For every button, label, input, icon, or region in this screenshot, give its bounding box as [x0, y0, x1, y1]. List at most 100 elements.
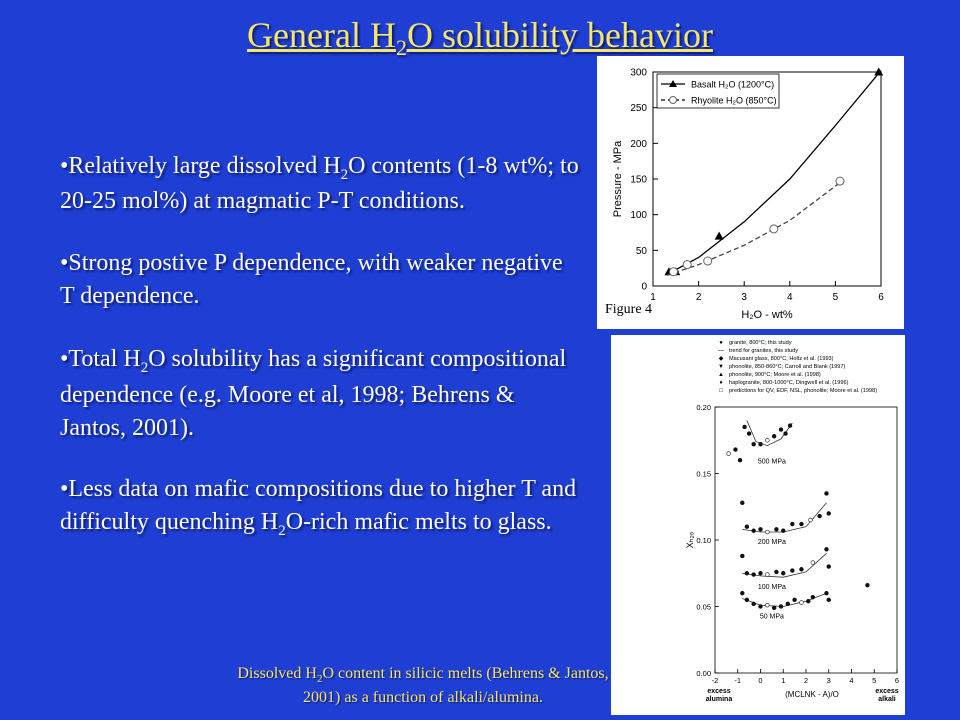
- x-tick-label: 3: [827, 676, 831, 685]
- bullet-item: •Relatively large dissolved H2O contents…: [60, 153, 579, 215]
- series-line: [666, 70, 882, 276]
- x-tick-label: 2: [804, 676, 808, 685]
- data-point: [826, 564, 831, 569]
- data-point: [682, 260, 692, 270]
- y-tick-label: 200: [630, 139, 647, 150]
- data-point: [751, 528, 756, 533]
- y-tick-label: 50: [636, 246, 648, 257]
- pressure-label: 200 MPa: [758, 539, 786, 546]
- data-point: [865, 583, 870, 588]
- data-point: [751, 442, 756, 447]
- legend-marker: [669, 96, 677, 104]
- data-point: [785, 601, 791, 607]
- data-point: [740, 553, 745, 559]
- data-point: [874, 67, 884, 76]
- data-point: [758, 527, 763, 532]
- y-axis-label: Pressure - MPa: [612, 140, 624, 217]
- x-right-label: excess: [875, 688, 898, 695]
- data-point: [751, 601, 756, 607]
- x-tick-label: -1: [734, 676, 741, 685]
- pressure-solubility-svg: 1 2 3 4 5 6 0 50 100 150 200 250 300 H₂O - wt% Pressur…: [612, 67, 884, 321]
- x-tick-label: 5: [833, 292, 839, 303]
- data-point: [778, 427, 784, 432]
- legend-label: phonolite, 850-860°C; Carroll and Blank …: [729, 364, 845, 370]
- y-tick-label: 150: [630, 175, 647, 186]
- data-point: [740, 591, 745, 596]
- data-point: [744, 524, 750, 529]
- data-point: [774, 527, 779, 532]
- x-tick-label: 4: [787, 292, 793, 303]
- legend-symbol: —: [718, 348, 724, 354]
- x-tick-label: 1: [650, 292, 656, 303]
- y-tick-label: 0.20: [696, 403, 711, 412]
- data-point: [669, 267, 679, 277]
- slide-title: General H2O solubility behavior: [247, 15, 713, 61]
- pressure-label: 100 MPa: [758, 584, 786, 591]
- data-point: [758, 442, 763, 447]
- bullet-item: •Total H2O solubility has a significant …: [60, 346, 567, 441]
- legend-symbol: □: [719, 388, 723, 394]
- figure-label: Figure 4: [605, 302, 653, 318]
- x-left-label: excess: [707, 688, 730, 695]
- data-point: [769, 224, 779, 234]
- data-point: [806, 598, 811, 604]
- data-point: [826, 597, 831, 603]
- x-tick-label: -2: [712, 676, 719, 685]
- x-tick-label: 1: [781, 676, 785, 685]
- data-point: [740, 500, 745, 505]
- series-line: [666, 182, 841, 276]
- legend-label: Basalt H₂O (1200°C): [691, 80, 774, 90]
- legend-box: [656, 73, 780, 109]
- data-point: [778, 604, 784, 609]
- x-tick-label: 5: [872, 676, 876, 685]
- legend-label: Rhyolite H₂O (850°C): [691, 96, 777, 106]
- data-point: [781, 571, 786, 576]
- y-tick-label: 0.00: [696, 669, 711, 678]
- legend-symbol: ▼: [718, 364, 724, 370]
- data-point: [792, 597, 797, 603]
- data-point: [783, 431, 788, 436]
- x-tick-label: 6: [878, 292, 884, 303]
- data-point: [799, 567, 804, 572]
- x-right-label: alkali: [878, 696, 896, 703]
- data-point: [765, 602, 770, 608]
- pressure-label: 500 MPa: [758, 459, 786, 466]
- data-point: [808, 517, 813, 523]
- data-point: [771, 434, 777, 439]
- bullet-item: •Strong postive P dependence, with weake…: [60, 249, 563, 309]
- pressure-label: 50 MPa: [760, 614, 784, 621]
- data-point: [774, 569, 779, 575]
- data-point: [733, 447, 738, 452]
- data-point: [781, 528, 786, 533]
- data-point: [765, 438, 770, 443]
- legend-symbol: ♦: [719, 380, 722, 386]
- legend-label: phonolite, 900°C; Moore et al. (1998): [729, 372, 821, 378]
- figure-caption: Dissolved H2O content in silicic melts (…: [237, 665, 609, 707]
- plot-frame: [714, 406, 898, 674]
- legend-label: haplogranite, 800-1000°C, Dingwell et al…: [729, 380, 849, 386]
- data-point: [817, 513, 822, 519]
- legend-label: Macusani glass, 800°C; Holtz et al. (199…: [729, 356, 834, 362]
- data-point: [746, 431, 752, 436]
- bullet-item: •Less data on mafic compositions due to …: [60, 475, 577, 539]
- data-point: [714, 231, 724, 240]
- legend-symbol: ◆: [719, 356, 724, 362]
- data-point: [703, 256, 713, 266]
- data-point: [824, 491, 829, 496]
- pressure-solubility-chart: 1 2 3 4 5 6 0 50 100 150 200 250 300 H₂O - wt% Pressur…: [597, 56, 904, 329]
- bullet-list: •Relatively large dissolved H2O contents…: [60, 150, 580, 569]
- data-point: [737, 457, 743, 463]
- data-point: [826, 511, 831, 516]
- legend-label: predictions for QV, EDF, NSL, phonolite;…: [729, 388, 877, 394]
- data-point: [824, 591, 829, 596]
- x-left-label: alumina: [706, 696, 733, 703]
- data-point: [799, 600, 804, 605]
- alkali-alumina-chart: ● granite, 800°C; this study — trend for gr…: [611, 335, 905, 715]
- legend-symbol: ▲: [718, 372, 724, 378]
- alkali-alumina-svg: ● granite, 800°C; this study — trend for gr…: [685, 340, 899, 703]
- x-axis-label: H₂O - wt%: [741, 309, 793, 321]
- y-tick-label: 300: [630, 68, 647, 79]
- data-point: [758, 604, 763, 609]
- x-tick-label: 0: [758, 676, 762, 685]
- y-axis-label: Xₕ₂ₒ: [685, 531, 695, 548]
